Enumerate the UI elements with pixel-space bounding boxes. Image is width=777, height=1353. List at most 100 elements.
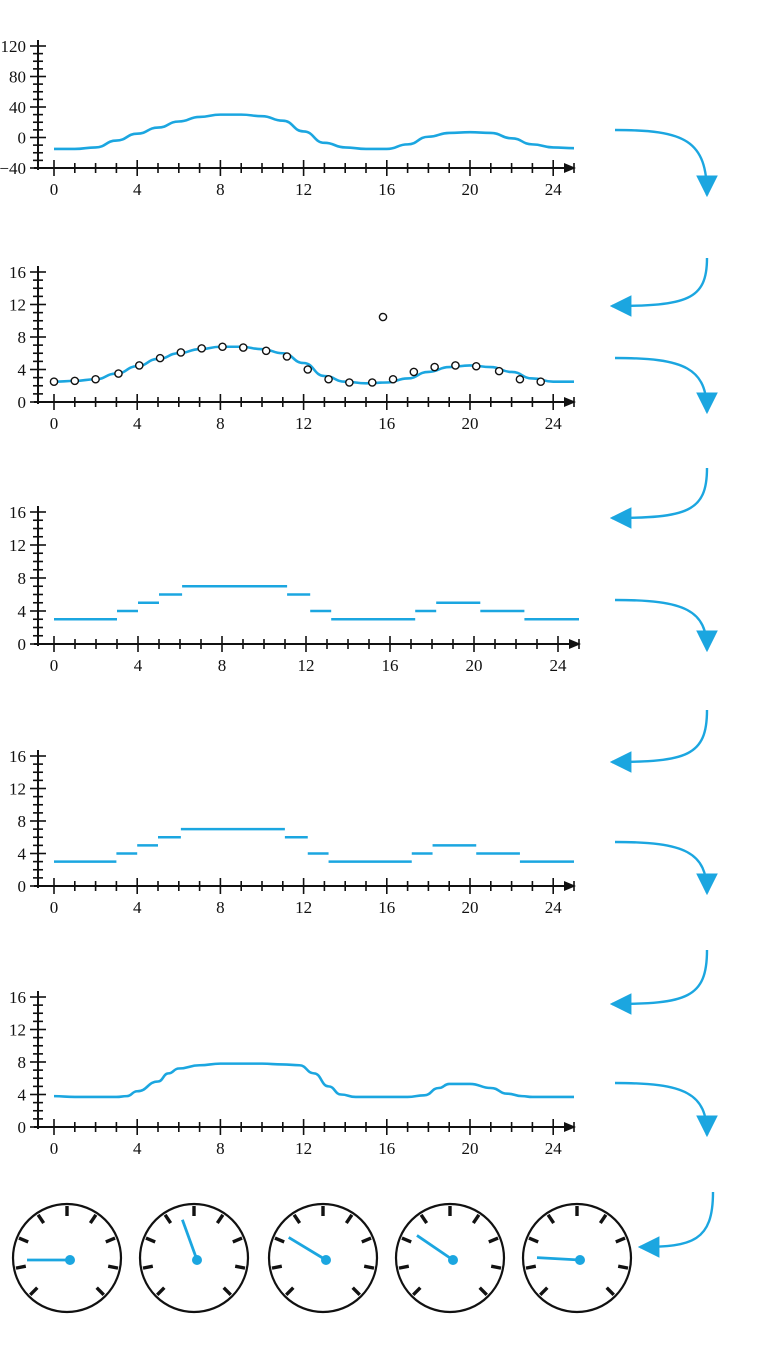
sampling-point [50,378,57,385]
gauge-tick [364,1266,374,1268]
sampling-point [537,378,544,385]
gauge-hub [321,1255,331,1265]
x-tick-label: 4 [133,1139,142,1158]
gauge-tick [272,1266,282,1268]
y-tick-label: 80 [9,68,26,87]
sampling-point [516,376,523,383]
x-tick-label: 20 [462,414,479,433]
x-tick-label: 12 [295,1139,312,1158]
x-tick-label: 0 [50,898,59,917]
pipeline-arrow-in [615,842,707,893]
x-tick-label: 24 [545,180,563,199]
y-tick-label: 4 [18,361,27,380]
x-tick-label: 20 [466,656,483,675]
series-line [54,115,574,149]
gauge-tick [618,1266,628,1268]
y-tick-label: 12 [9,780,26,799]
y-tick-label: 8 [18,328,27,347]
sampling-point [156,355,163,362]
gauge-hub [448,1255,458,1265]
y-tick-label: 4 [18,1086,27,1105]
sampling-point [410,368,417,375]
y-tick-label: 12 [9,1021,26,1040]
gauge-tick [491,1266,501,1268]
y-tick-label: 0 [18,635,27,654]
sampling-point [219,343,226,350]
y-tick-label: 0 [18,877,27,896]
sampling-point [263,347,270,354]
x-tick-label: 8 [218,656,227,675]
x-tick-label: 8 [216,898,225,917]
y-tick-label: 4 [18,602,27,621]
x-tick-label: 12 [295,898,312,917]
x-tick-label: 16 [378,898,395,917]
x-tick-label: 20 [462,1139,479,1158]
pipeline-arrow-in [615,130,707,195]
gauge [523,1204,631,1312]
y-tick-label: 16 [9,988,26,1007]
sampling-point [389,376,396,383]
sampling-point [283,353,290,360]
y-tick-label: 12 [9,536,26,555]
pipeline-arrow-in [615,1083,707,1135]
x-tick-label: 24 [545,414,563,433]
sampling-point [71,377,78,384]
x-tick-label: 16 [378,414,395,433]
sampling-point [496,368,503,375]
y-tick-label: 4 [18,845,27,864]
sampling-point [473,363,480,370]
x-tick-label: 20 [462,898,479,917]
gauge-tick [108,1266,118,1268]
x-tick-label: 12 [295,414,312,433]
pipeline-arrow-in [615,600,707,650]
gauge-tick [526,1266,536,1268]
gauge [269,1204,377,1312]
gauge-hub [192,1255,202,1265]
x-tick-label: 0 [50,1139,59,1158]
sampling-point [346,379,353,386]
x-tick-label: 4 [133,180,142,199]
pipeline-arrow-out [612,950,707,1004]
sampling-point [136,362,143,369]
legend-marker [379,313,386,320]
x-tick-label: 0 [50,180,59,199]
y-tick-label: 8 [18,1053,27,1072]
x-tick-label: 24 [545,898,563,917]
gauge-tick [16,1266,26,1268]
gauge-tick [235,1266,245,1268]
sampling-point [198,345,205,352]
gauge [140,1204,248,1312]
y-tick-label: 16 [9,747,26,766]
x-tick-label: 4 [133,414,142,433]
gauge [13,1204,121,1312]
x-tick-label: 12 [298,656,315,675]
x-tick-label: 4 [133,898,142,917]
series-line [54,1064,574,1097]
x-tick-label: 8 [216,414,225,433]
y-tick-label: 0 [18,129,27,148]
gauges-layer [13,1204,631,1312]
gauge-hub [65,1255,75,1265]
x-tick-label: 16 [382,656,399,675]
x-tick-label: 24 [550,656,568,675]
chart-d: 0 4 8 12 16 0 4 8 12 16 20 24 [9,747,576,917]
sampling-point [115,370,122,377]
x-tick-label: 8 [216,180,225,199]
series-line [54,347,574,384]
x-tick-label: 20 [462,180,479,199]
sampling-point [304,366,311,373]
sampling-point [325,376,332,383]
sampling-point [92,376,99,383]
y-tick-label: 8 [18,812,27,831]
pipeline-arrow-out [612,468,707,518]
x-tick-label: 24 [545,1139,563,1158]
gauge [396,1204,504,1312]
x-tick-label: 0 [50,414,59,433]
y-tick-label: 0 [18,1118,27,1137]
